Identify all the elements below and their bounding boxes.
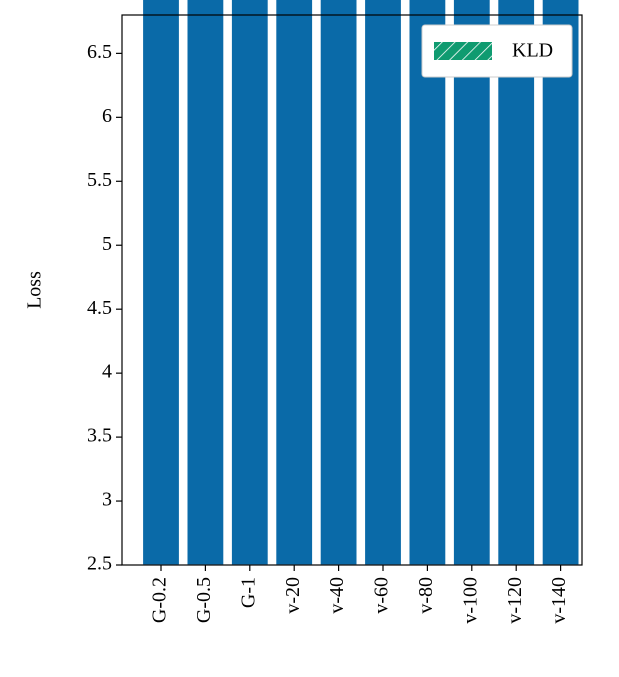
- bar-segment: [141, 0, 181, 566]
- legend-box: [421, 24, 573, 78]
- bar-segment: [275, 0, 314, 566]
- x-tick-label: v-60: [371, 577, 393, 614]
- y-tick-label: 6: [102, 105, 112, 127]
- y-tick-label: 3: [102, 489, 112, 511]
- x-tick-label: v-120: [504, 577, 526, 624]
- x-tick-label: v-80: [415, 577, 437, 614]
- bar-segment: [186, 0, 225, 566]
- plot-frame: [121, 14, 583, 566]
- y-axis-label: Loss: [24, 271, 46, 309]
- x-tick-label: v-20: [282, 577, 304, 614]
- bar-segment: [541, 0, 580, 566]
- x-tick-label: v-140: [548, 577, 570, 624]
- bar-segment: [319, 0, 358, 566]
- bar-segment: [363, 0, 403, 566]
- y-tick-label: 2.5: [87, 553, 112, 575]
- y-tick-label: 6.5: [87, 41, 112, 63]
- y-tick-label: 4.5: [87, 297, 112, 319]
- bar-segment: [408, 0, 447, 566]
- x-tick-label: G-0.2: [149, 577, 171, 623]
- y-tick-label: 5.5: [87, 169, 112, 191]
- bar-segment: [230, 0, 269, 566]
- x-tick-label: v-100: [459, 577, 481, 624]
- bar-segment: [497, 0, 536, 566]
- legend-label: KLD: [512, 40, 553, 62]
- y-tick-label: 4: [102, 361, 112, 383]
- y-tick-label: 5: [102, 233, 112, 255]
- legend-hatch: [434, 42, 492, 60]
- x-tick-label: v-40: [326, 577, 348, 614]
- x-tick-label: G-1: [237, 577, 259, 608]
- x-tick-label: G-0.5: [193, 577, 215, 623]
- bar-segment: [452, 0, 491, 566]
- y-tick-label: 3.5: [87, 425, 112, 447]
